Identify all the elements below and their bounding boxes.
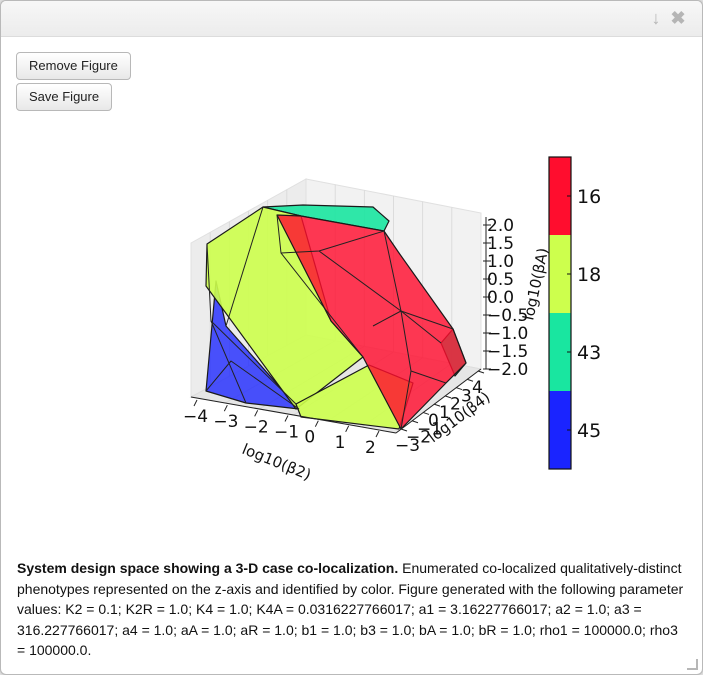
colorbar-segment xyxy=(549,157,571,235)
y-tick-label: 0 xyxy=(428,411,439,431)
x-axis-line xyxy=(190,396,397,434)
close-icon[interactable]: ✖ xyxy=(670,8,686,28)
polyhedra-edges xyxy=(205,206,454,430)
z-tick-label: 2.0 xyxy=(487,216,514,236)
y-tick-mark xyxy=(411,420,419,424)
colorbar-segment xyxy=(549,313,571,391)
design-space-3d-chart: −4 −3 −2 −1 0 1 2 log10(β2) −3−2−10 1 2 3 4 log10(… xyxy=(183,156,601,484)
figure-area: −4 −3 −2 −1 0 1 2 log10(β2) −3 −2 −1 0 1 2 3 4 log10(… xyxy=(1,121,702,541)
y-tick-mark xyxy=(400,428,408,432)
x-tick-mark xyxy=(193,399,198,407)
resize-grip-icon[interactable] xyxy=(687,659,698,670)
colorbar-label: 45 xyxy=(577,420,601,442)
x-tick-mark xyxy=(314,420,319,427)
x-tick-mark xyxy=(223,404,228,412)
x-tick-mark xyxy=(254,410,259,417)
remove-figure-button[interactable]: Remove Figure xyxy=(16,52,131,80)
x-tick-label: −1 xyxy=(274,423,299,443)
x-tick-label: 2 xyxy=(365,438,376,458)
caption-title: System design space showing a 3-D case c… xyxy=(17,560,399,576)
y-tick-mark xyxy=(466,378,474,382)
x-axis-label: log10(β2) xyxy=(240,440,314,484)
x-tick-label: −4 xyxy=(183,407,208,427)
z-tick-label: −1.0 xyxy=(487,324,528,344)
x-tick-label: 1 xyxy=(335,433,346,453)
y-tick-label: −3 xyxy=(395,436,420,456)
save-figure-button[interactable]: Save Figure xyxy=(16,83,113,111)
y-tick-label: 3 xyxy=(461,386,472,406)
z-tick-label: 1.5 xyxy=(487,234,514,254)
arrow-down-icon[interactable]: ↓ xyxy=(651,8,661,28)
x-tick-mark xyxy=(375,430,380,438)
z-axis-label: log10(βA) xyxy=(519,246,552,322)
z-tick-label: −2.0 xyxy=(487,360,528,380)
y-tick-label: −2 xyxy=(406,428,431,448)
y-tick-mark xyxy=(433,403,441,407)
y-axis-line xyxy=(395,368,482,434)
caption-text: Enumerated co-localized qualitatively-di… xyxy=(17,560,684,658)
z-axis-ticks: 2.01.51.00.50.0−0.5−1.0−1.5−2.0 xyxy=(483,216,528,380)
z-tick-label: 1.0 xyxy=(487,252,514,272)
phenotype-45-region xyxy=(205,280,300,410)
x-tick-label: −2 xyxy=(244,417,269,437)
x-tick-label: −3 xyxy=(213,412,238,432)
y-tick-label: 2 xyxy=(450,395,461,415)
colorbar-segment xyxy=(549,391,571,469)
y-tick-label: −1 xyxy=(417,419,442,439)
y-tick-mark xyxy=(422,411,430,415)
y-tick-mark xyxy=(444,395,452,399)
z-axis: 2.01.51.00.50.0−0.5−1.0−1.5−2.0 log10(βA… xyxy=(483,216,552,380)
z-tick-label: 0.0 xyxy=(487,288,514,308)
colorbar-label: 43 xyxy=(577,342,601,364)
x-tick-mark xyxy=(284,415,289,422)
x-axis-ticks: −4 −3 −2 −1 0 1 2 xyxy=(183,399,380,458)
z-tick-label: −0.5 xyxy=(487,306,528,326)
z-tick-label: 0.5 xyxy=(487,270,514,290)
y-tick-label: 4 xyxy=(472,378,483,398)
phenotype-16-region xyxy=(276,214,467,430)
x-tick-label: 0 xyxy=(304,428,315,448)
colorbar-label: 18 xyxy=(577,264,601,286)
colorbar-label: 16 xyxy=(577,186,601,208)
colorbar-frame xyxy=(548,156,572,470)
y-tick-mark xyxy=(455,387,463,391)
dialog-titlebar: ↓ ✖ xyxy=(1,1,702,37)
colorbar: 16 18 43 45 xyxy=(548,156,601,470)
y-tick-mark xyxy=(477,370,485,374)
z-tick-label: −1.5 xyxy=(487,342,528,362)
y-tick-label: 1 xyxy=(439,403,450,423)
y-axis-ticks: −3−2−10 1 2 3 4 xyxy=(395,370,485,456)
phenotype-polyhedra xyxy=(205,204,467,430)
figure-caption: System design space showing a 3-D case c… xyxy=(17,558,687,661)
x-tick-mark xyxy=(345,425,350,433)
colorbar-segment xyxy=(549,235,571,313)
